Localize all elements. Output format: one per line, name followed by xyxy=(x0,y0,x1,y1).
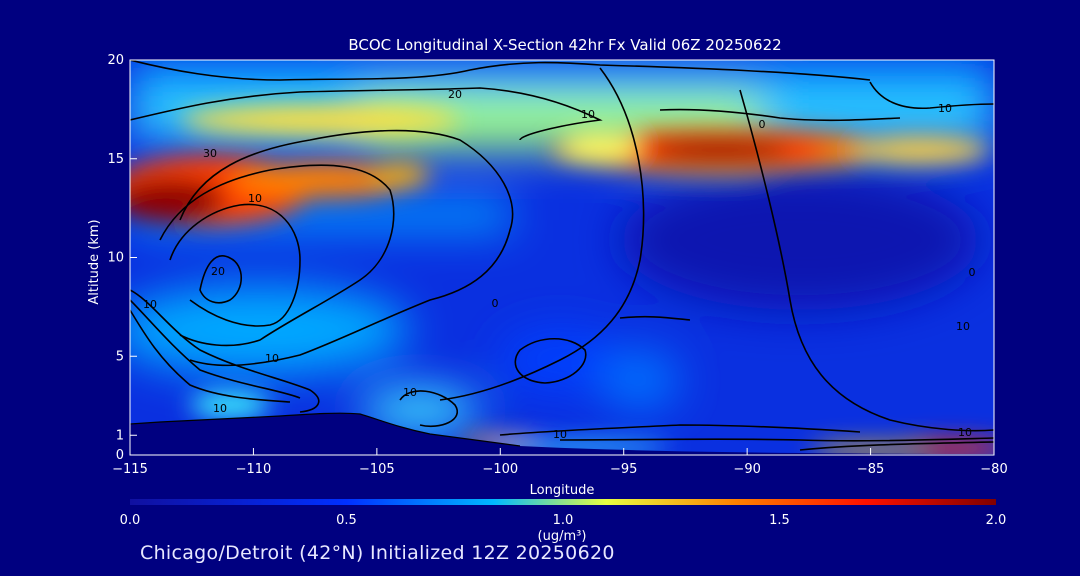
contour-label: 0 xyxy=(492,297,499,310)
contour-label: 10 xyxy=(265,352,279,365)
contour-label: 20 xyxy=(211,265,225,278)
y-tick-label: 15 xyxy=(107,152,124,167)
y-axis-label: Altitude (km) xyxy=(87,219,102,304)
contour-label: 10 xyxy=(553,428,567,441)
y-tick-label: 1 xyxy=(116,428,124,443)
y-tick-label: 20 xyxy=(107,53,124,68)
contour-label: 30 xyxy=(203,147,217,160)
colorbar-tick-label: 1.0 xyxy=(553,513,574,528)
colorbar-tick-label: 2.0 xyxy=(986,513,1007,528)
x-axis: −115 −110 −105 −100 −95 −90 −85 −80 xyxy=(112,448,1008,477)
contour-label: 10 xyxy=(213,402,227,415)
contour-label: 0 xyxy=(759,118,766,131)
x-tick-label: −105 xyxy=(359,462,395,477)
x-tick-label: −90 xyxy=(733,462,760,477)
y-tick-label: 0 xyxy=(116,448,124,463)
contour-label: 10 xyxy=(581,108,595,121)
colorbar-units: (ug/m³) xyxy=(538,529,587,544)
contour-label: 10 xyxy=(938,102,952,115)
colorbar xyxy=(130,499,996,505)
x-tick-label: −95 xyxy=(610,462,637,477)
chart-title: BCOC Longitudinal X-Section 42hr Fx Vali… xyxy=(348,36,781,54)
colorbar-tick-label: 0.5 xyxy=(336,513,357,528)
footer-caption: Chicago/Detroit (42°N) Initialized 12Z 2… xyxy=(140,542,615,564)
contour-label: 0 xyxy=(969,266,976,279)
contour-label: 20 xyxy=(448,88,462,101)
y-tick-label: 5 xyxy=(116,349,124,364)
terrain xyxy=(130,413,994,455)
x-axis-label: Longitude xyxy=(530,483,595,498)
colorbar-ticks: 0.0 0.5 1.0 1.5 2.0 xyxy=(120,513,1007,528)
contour-label: 10 xyxy=(248,192,262,205)
contour-labels: 10 20 30 10 20 10 10 10 10 0 0 10 0 10 10 10 xyxy=(143,88,976,441)
x-tick-label: −110 xyxy=(236,462,272,477)
contour-label: 10 xyxy=(403,386,417,399)
plot-area: 10 20 30 10 20 10 10 10 10 0 0 10 0 10 10 10 xyxy=(130,60,994,455)
x-tick-label: −115 xyxy=(112,462,148,477)
contour-label: 10 xyxy=(956,320,970,333)
contour-lines xyxy=(130,60,994,451)
contour-label: 10 xyxy=(958,426,972,439)
x-tick-label: −100 xyxy=(482,462,518,477)
y-tick-label: 10 xyxy=(107,251,124,266)
x-tick-label: −80 xyxy=(980,462,1007,477)
terrain-outline xyxy=(130,412,521,447)
x-tick-label: −85 xyxy=(857,462,884,477)
colorbar-tick-label: 1.5 xyxy=(769,513,790,528)
colorbar-tick-label: 0.0 xyxy=(120,513,141,528)
contour-label: 10 xyxy=(143,298,157,311)
